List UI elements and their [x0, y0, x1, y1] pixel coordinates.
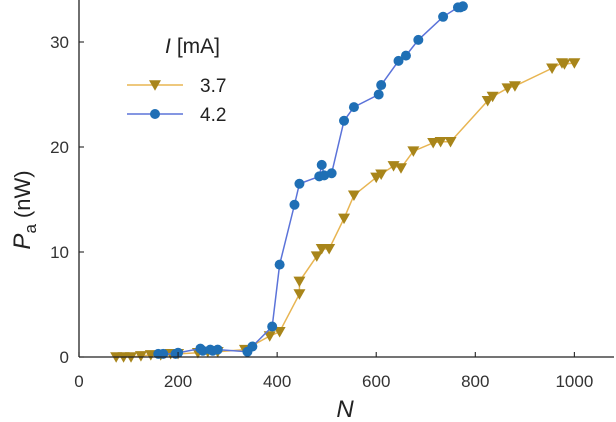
data-point-4-2 [457, 1, 468, 12]
axes: 0 200 400 600 800 1000 0 10 20 30 [50, 0, 614, 391]
legend-entry-3-7: 3.7 [127, 76, 226, 97]
data-point-3-7 [501, 83, 514, 94]
data-point-3-7 [434, 136, 447, 148]
data-point-4-2 [339, 115, 350, 126]
data-point-3-7 [338, 213, 351, 225]
legend: I [mA] 3.7 4.2 [127, 35, 226, 126]
data-point-3-7 [444, 136, 457, 148]
data-point-4-2 [438, 11, 449, 22]
data-point-4-2 [373, 89, 384, 100]
x-tick-label: 400 [263, 372, 291, 391]
y-axis-subscript: a [21, 224, 40, 234]
data-point-3-7 [263, 331, 276, 342]
data-point-4-2 [376, 80, 387, 91]
y-axis-symbol: P [9, 234, 36, 250]
y-ticks: 0 10 20 30 [50, 33, 84, 367]
data-point-3-7 [568, 58, 581, 69]
x-tick-label: 1000 [555, 372, 593, 391]
legend-label-3-7: 3.7 [200, 76, 226, 97]
x-tick-label: 600 [362, 372, 390, 391]
data-point-4-2 [400, 50, 411, 61]
data-point-3-7 [407, 146, 420, 157]
data-point-3-7 [486, 91, 499, 103]
x-tick-label: 800 [461, 372, 489, 391]
data-point-4-2 [197, 345, 208, 356]
legend-entry-4-2: 4.2 [127, 105, 226, 126]
legend-marker-4-2 [150, 109, 160, 119]
legend-label-4-2: 4.2 [200, 105, 226, 126]
x-tick-label: 0 [74, 372, 83, 391]
data-point-3-7 [293, 276, 306, 288]
y-tick-label: 30 [50, 33, 69, 52]
data-point-4-2 [294, 178, 305, 189]
data-point-4-2 [212, 344, 223, 355]
series-line-3-7 [116, 62, 575, 358]
data-point-3-7 [427, 138, 440, 149]
data-point-3-7 [558, 59, 571, 70]
data-point-3-7 [375, 169, 388, 180]
data-point-4-2 [289, 199, 300, 210]
data-point-3-7 [310, 251, 323, 262]
data-point-4-2 [274, 259, 285, 270]
y-tick-label: 20 [50, 138, 69, 157]
series-layer [110, 1, 581, 363]
data-point-4-2 [348, 102, 359, 113]
x-axis-title: N [336, 396, 354, 422]
legend-title-unit: [mA] [177, 35, 220, 58]
y-tick-label: 0 [60, 348, 69, 367]
y-axis-unit: (nW) [10, 170, 35, 218]
x-tick-label: 200 [164, 372, 192, 391]
x-ticks: 0 200 400 600 800 1000 [74, 352, 593, 391]
y-axis-title: Pa (nW) [9, 170, 40, 249]
legend-title-var: I [165, 35, 171, 58]
data-point-3-7 [347, 190, 360, 201]
data-point-4-2 [413, 34, 424, 45]
data-point-3-7 [508, 81, 521, 92]
data-point-3-7 [323, 244, 336, 255]
data-point-4-2 [267, 321, 278, 332]
data-point-4-2 [316, 159, 327, 170]
y-tick-label: 10 [50, 243, 69, 262]
data-point-3-7 [546, 63, 559, 74]
data-point-3-7 [293, 289, 306, 300]
series-line-4-2 [158, 5, 464, 355]
data-point-4-2 [247, 341, 258, 352]
data-point-4-2 [393, 55, 404, 66]
data-point-4-2 [326, 168, 337, 179]
legend-marker-3-7 [149, 80, 161, 91]
legend-title: I [mA] [165, 35, 220, 58]
data-point-3-7 [273, 327, 286, 338]
data-point-3-7 [394, 163, 407, 174]
